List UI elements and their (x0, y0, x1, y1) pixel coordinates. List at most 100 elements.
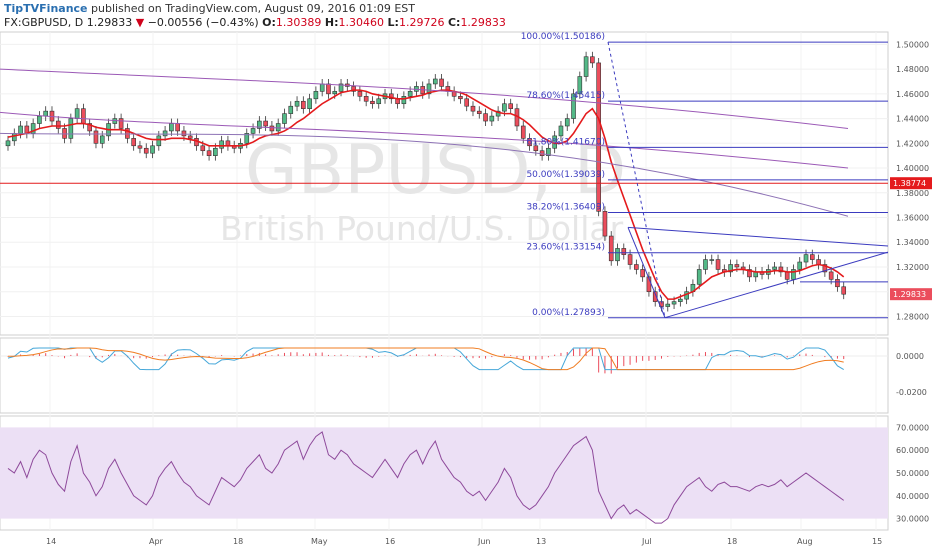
y-tick-label: 60.0000 (896, 446, 929, 455)
candle-body (131, 138, 136, 147)
candle-body (495, 110, 501, 117)
candle-body (640, 269, 645, 278)
x-tick-label: 13 (536, 537, 546, 546)
candle-body (250, 128, 256, 134)
watermark-name: British Pound/U.S. Dollar (220, 209, 624, 248)
y-tick-label: 70.0000 (896, 423, 929, 432)
candle-body (18, 125, 23, 134)
last-price-label: 1.29833 (893, 290, 926, 299)
low-value: 1.29726 (398, 16, 445, 29)
candle-body (678, 298, 683, 302)
candle-body (187, 135, 193, 139)
y-tick-label: 0.0000 (896, 352, 924, 361)
candle-body (483, 113, 488, 122)
candle-body (206, 150, 212, 156)
y-tick-label: 40.0000 (896, 492, 929, 501)
candle-body (143, 147, 149, 154)
y-tick-label: 1.44000 (896, 115, 929, 124)
candle-body (797, 261, 803, 270)
candle-body (476, 110, 482, 114)
candle-body (784, 271, 790, 280)
candle-body (652, 291, 658, 302)
candle-body (439, 78, 444, 87)
candle-body (508, 103, 513, 109)
y-tick-label: 1.50000 (896, 40, 929, 49)
candle-body (74, 108, 80, 119)
candle-body (213, 147, 218, 156)
candle-body (703, 259, 708, 270)
candle-body (5, 140, 11, 147)
candle-body (791, 269, 796, 280)
candle-body (841, 286, 847, 295)
close-value: 1.29833 (460, 16, 506, 29)
candle-body (539, 150, 545, 156)
y-tick-label: -0.0200 (896, 388, 927, 397)
candle-body (778, 266, 784, 273)
candle-body (734, 264, 740, 268)
candle-body (558, 125, 564, 137)
candle-body (181, 130, 187, 137)
candle-body (156, 135, 162, 147)
macd-pane (0, 337, 889, 414)
x-tick-label: 14 (46, 537, 56, 546)
x-tick-label: 18 (727, 537, 737, 546)
candle-body (502, 103, 507, 112)
symbol-ohlc-line: FX:GBPUSD, D 1.29833 ▼ −0.00556 (−0.43%)… (4, 16, 506, 29)
trend-line (664, 251, 889, 319)
fib-trend-line (607, 41, 666, 318)
candle-body (470, 105, 476, 112)
candle-body (150, 145, 155, 154)
publisher-name[interactable]: TipTVFinance (4, 2, 88, 15)
candle-body (577, 76, 583, 95)
candle-body (169, 123, 174, 132)
candle-body (634, 264, 639, 270)
high-value: 1.30460 (338, 16, 385, 29)
last-price-tag (890, 288, 932, 301)
candle-body (326, 83, 331, 95)
y-tick-label: 1.34000 (896, 238, 929, 247)
rsi-line (7, 431, 845, 524)
candle-body (407, 91, 413, 97)
candle-body (596, 62, 601, 212)
hline-price-label: 1.38774 (893, 179, 926, 188)
candle-body (571, 93, 576, 119)
candle-body (615, 248, 620, 262)
candle-body (709, 259, 715, 261)
x-tick-label: May (311, 537, 328, 546)
publisher-line: TipTVFinance published on TradingView.co… (4, 2, 415, 15)
candle-body (564, 118, 570, 127)
open-label: O: (262, 16, 276, 29)
candle-body (357, 91, 363, 97)
candle-body (527, 138, 532, 147)
x-tick-label: 16 (385, 537, 395, 546)
candle-body (426, 83, 432, 95)
candle-body (590, 56, 595, 64)
candle-body (275, 123, 281, 132)
published-text: published on TradingView.com, August 09,… (87, 2, 415, 15)
low-label: L: (387, 16, 399, 29)
candle-body (87, 123, 92, 132)
high-label: H: (324, 16, 339, 29)
candle-body (55, 120, 61, 129)
candle-body (288, 105, 294, 114)
candle-body (809, 254, 815, 260)
x-tick-label: Apr (149, 537, 164, 546)
candle-body (621, 248, 627, 255)
candle-body (602, 211, 608, 237)
candle-body (11, 133, 17, 142)
long-moving-average-line (0, 68, 849, 129)
moving-average-line (0, 132, 849, 217)
fib-label: 23.60%(1.33154) (526, 243, 605, 253)
candle-body (608, 235, 614, 262)
candle-body (665, 303, 671, 307)
signal-line (7, 347, 844, 371)
candle-body (822, 264, 828, 273)
candle-body (257, 120, 262, 129)
candle-body (432, 78, 438, 85)
y-tick-label: 50.0000 (896, 469, 929, 478)
candle-body (520, 125, 526, 139)
candle-body (307, 98, 312, 109)
candle-body (219, 140, 224, 149)
candle-body (338, 83, 344, 92)
